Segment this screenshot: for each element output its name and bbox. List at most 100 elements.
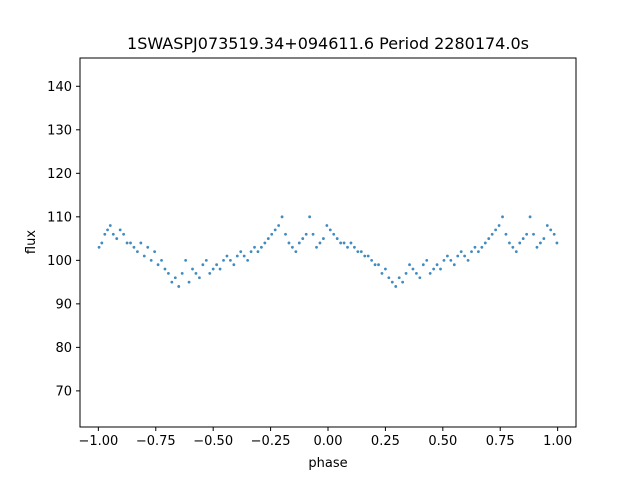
data-point: [97, 245, 101, 249]
data-point: [349, 241, 353, 245]
data-point: [535, 245, 539, 249]
data-point: [518, 241, 522, 245]
data-point: [370, 258, 374, 262]
data-point: [342, 241, 346, 245]
x-tick-label: 0.25: [371, 434, 400, 449]
data-point: [139, 241, 143, 245]
data-point: [549, 228, 553, 232]
x-tick-label: 0.50: [428, 434, 457, 449]
data-point: [256, 250, 260, 254]
data-point: [225, 254, 229, 258]
data-point: [415, 272, 418, 275]
y-tick-label: 110: [47, 210, 72, 225]
data-point: [459, 250, 463, 254]
data-point: [552, 232, 556, 236]
data-point: [511, 245, 515, 249]
data-point: [106, 228, 109, 232]
x-tick-label: −1.00: [78, 434, 118, 449]
data-point: [487, 237, 491, 240]
data-point: [473, 245, 477, 249]
data-point: [194, 272, 198, 275]
data-point: [167, 272, 170, 275]
data-point: [328, 228, 332, 232]
data-point: [435, 263, 439, 267]
data-point: [425, 258, 429, 262]
data-point: [132, 245, 136, 249]
data-point: [184, 258, 188, 262]
data-point: [404, 272, 408, 275]
y-tick-label: 100: [47, 254, 72, 269]
y-tick-label: 80: [55, 341, 72, 356]
x-tick-label: 0.75: [486, 434, 515, 449]
data-point: [377, 263, 380, 267]
data-point: [346, 245, 349, 249]
data-point: [463, 254, 467, 258]
data-point: [490, 232, 494, 236]
data-point: [270, 232, 274, 236]
data-point: [136, 250, 139, 254]
data-point: [456, 254, 460, 258]
data-point: [187, 280, 191, 284]
data-point: [260, 245, 263, 249]
data-point: [470, 250, 473, 254]
data-point: [428, 272, 432, 275]
data-point: [211, 267, 215, 271]
data-point: [521, 237, 525, 240]
y-tick-label: 90: [55, 297, 72, 312]
x-axis: −1.00 −0.75 −0.50 −0.25 0.00 0.25 0.50 0.75 1.00: [78, 427, 572, 449]
data-point: [394, 285, 398, 288]
data-point: [497, 224, 501, 227]
data-point: [555, 241, 559, 245]
data-point: [280, 215, 284, 219]
chart-title: 1SWASPJ073519.34+094611.6 Period 2280174…: [127, 34, 529, 53]
data-point: [359, 250, 363, 254]
data-point: [180, 272, 184, 275]
data-point: [284, 232, 287, 236]
data-point: [249, 250, 253, 254]
data-point: [239, 250, 243, 254]
data-point: [539, 241, 542, 245]
data-point: [287, 241, 291, 245]
data-point: [242, 254, 246, 258]
data-point: [373, 263, 377, 267]
data-point: [483, 241, 487, 245]
data-point: [322, 237, 325, 240]
data-point: [452, 263, 456, 267]
data-point: [266, 237, 270, 240]
data-point: [480, 245, 484, 249]
data-point: [356, 250, 360, 254]
data-point: [170, 280, 174, 284]
x-tick-label: 1.00: [543, 434, 572, 449]
data-point: [232, 263, 236, 267]
data-point: [222, 258, 225, 262]
data-point: [108, 224, 112, 227]
data-point: [191, 267, 194, 271]
data-point: [335, 237, 339, 240]
data-point: [318, 241, 322, 245]
data-point: [153, 250, 157, 254]
data-point: [294, 250, 298, 254]
data-point: [504, 232, 508, 236]
data-point: [545, 224, 549, 227]
data-point: [384, 267, 387, 271]
data-point: [125, 241, 129, 245]
data-point: [201, 263, 205, 267]
data-point: [253, 245, 256, 249]
data-point: [103, 232, 107, 236]
x-tick-label: 0.00: [314, 434, 343, 449]
data-point: [466, 258, 470, 262]
data-points: [97, 215, 559, 288]
data-point: [308, 215, 312, 219]
y-tick-label: 140: [47, 80, 72, 95]
data-point: [449, 258, 453, 262]
data-point: [111, 232, 115, 236]
data-point: [501, 215, 504, 219]
data-point: [514, 250, 518, 254]
data-point: [432, 267, 436, 271]
x-axis-label: phase: [308, 456, 347, 471]
data-point: [122, 232, 126, 236]
data-point: [387, 276, 391, 280]
data-point: [198, 276, 201, 280]
